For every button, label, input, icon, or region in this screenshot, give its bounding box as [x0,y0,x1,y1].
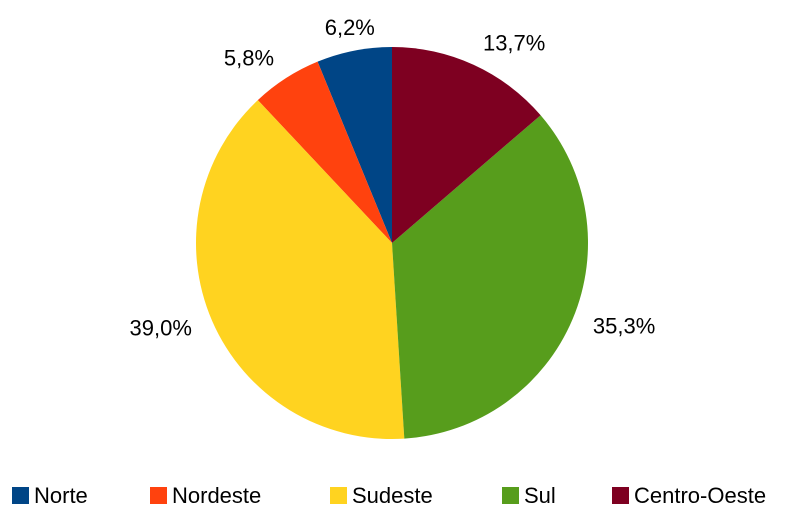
legend-label: Centro-Oeste [634,483,766,508]
legend-label: Norte [34,483,88,508]
data-label: 39,0% [130,315,192,340]
legend-label: Nordeste [172,483,261,508]
pie-slice [392,115,588,439]
legend-swatch [502,487,519,504]
legend-label: Sul [524,483,556,508]
legend-swatch [12,487,29,504]
pie-slice [257,61,392,243]
data-label: 5,8% [224,45,274,70]
pie-slice [317,47,392,243]
data-label: 35,3% [593,314,655,339]
legend-swatch [150,487,167,504]
legend-swatch [612,487,629,504]
data-label: 13,7% [483,31,545,56]
pie-slice [392,47,541,243]
legend-swatch [330,487,347,504]
data-label: 6,2% [325,15,375,40]
pie-slice [195,100,405,440]
legend-label: Sudeste [352,483,433,508]
